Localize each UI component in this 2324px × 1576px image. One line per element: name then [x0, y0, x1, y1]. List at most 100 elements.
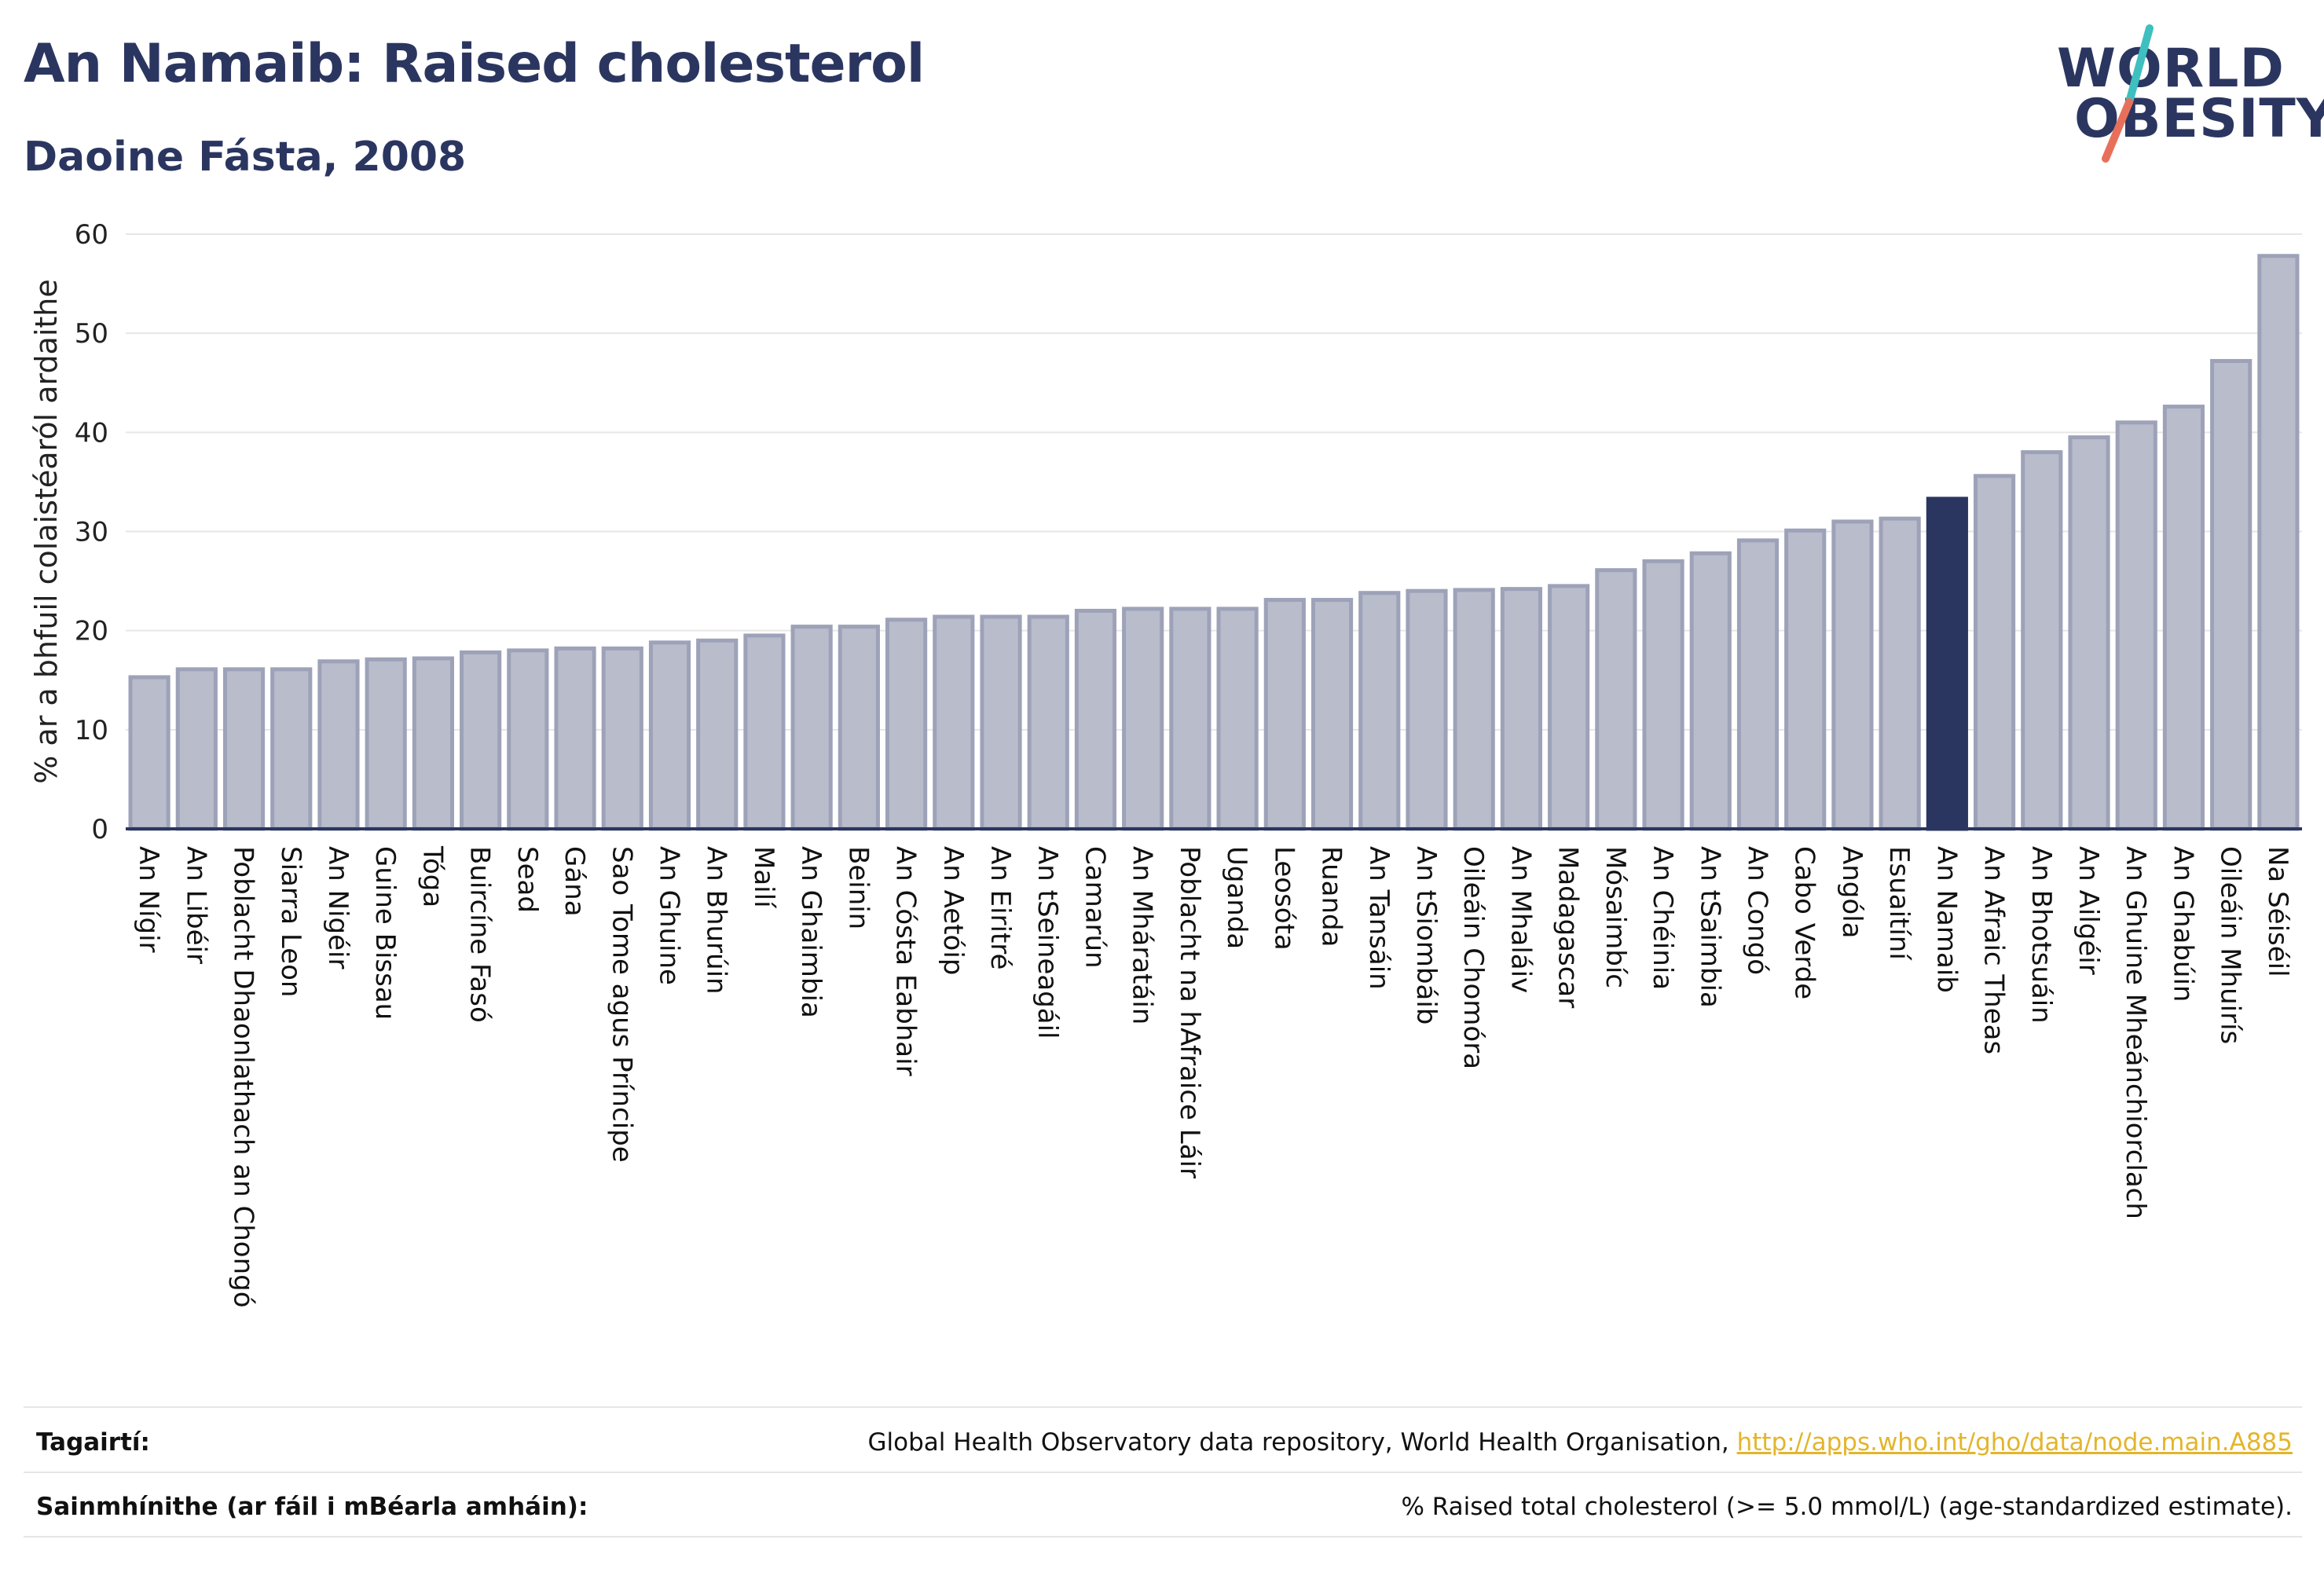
bar — [1642, 559, 1684, 831]
x-tick-label: An Eiritré — [984, 846, 1016, 969]
bar — [601, 646, 643, 831]
x-tick-label: Mailí — [748, 846, 779, 909]
bar — [1974, 474, 2016, 831]
x-tick-label: Tóga — [416, 845, 448, 907]
bar — [1689, 551, 1732, 831]
bar — [2021, 450, 2063, 831]
bar — [1879, 516, 1921, 831]
bar — [1358, 591, 1401, 831]
bar — [1074, 608, 1117, 831]
bar — [1406, 588, 1448, 831]
y-tick-label: 40 — [75, 417, 108, 449]
x-tick-label: An Congó — [1742, 846, 1773, 975]
x-tick-label: An Ghuine — [654, 846, 685, 985]
y-tick-label: 50 — [75, 318, 108, 350]
bar — [460, 650, 502, 831]
definitions-value: % Raised total cholesterol (>= 5.0 mmol/… — [1401, 1493, 2293, 1521]
bar — [1310, 598, 1354, 831]
bar — [175, 667, 218, 831]
references-value: Global Health Observatory data repositor… — [868, 1428, 2293, 1457]
y-tick-label: 30 — [75, 517, 108, 548]
footer-divider — [24, 1406, 2302, 1408]
x-tick-label: An Ghuine Mheánchiorclach — [2120, 846, 2151, 1219]
x-tick-label: An Mháratáin — [1127, 846, 1158, 1024]
x-tick-label: Uganda — [1221, 846, 1252, 949]
bar — [885, 618, 928, 831]
x-tick-label: Angóla — [1836, 846, 1868, 938]
bar — [2115, 420, 2157, 831]
bar — [1169, 607, 1211, 831]
x-tick-label: An Ghabúin — [2167, 846, 2198, 1002]
bar — [1784, 528, 1827, 831]
x-tick-label: Siarra Leon — [275, 846, 306, 997]
y-tick-label: 20 — [75, 616, 108, 647]
y-tick-label: 60 — [75, 219, 108, 251]
x-tick-label: An Bhurúin — [701, 846, 732, 995]
bar — [222, 667, 266, 831]
world-obesity-logo: WORLD OBESITY — [2043, 24, 2324, 165]
x-tick-label: Beinin — [842, 846, 874, 929]
references-link[interactable]: http://apps.who.int/gho/data/node.main.A… — [1736, 1428, 2293, 1457]
bar — [790, 625, 833, 831]
x-tick-label: Gána — [559, 846, 590, 917]
footer-divider — [24, 1472, 2302, 1473]
x-tick-label: An tSeineagáil — [1032, 846, 1063, 1039]
bar — [128, 675, 170, 831]
x-tick-label: Mósaimbíc — [1600, 846, 1631, 988]
x-tick-label: Leosóta — [1268, 846, 1299, 951]
x-tick-label: Ruanda — [1316, 846, 1347, 947]
bar — [365, 657, 407, 831]
references-label: Tagairtí: — [36, 1428, 150, 1457]
logo-text-world: WORLD — [2057, 38, 2285, 100]
bar — [412, 656, 455, 831]
x-tick-label: An Namaib — [1930, 846, 1962, 993]
x-tick-label: Oileáin Chomóra — [1457, 846, 1489, 1069]
x-tick-label: Na Séiséil — [2262, 846, 2293, 977]
x-tick-label: Camarún — [1079, 846, 1110, 969]
bar — [1595, 568, 1637, 831]
bar — [554, 646, 596, 831]
x-tick-label: An tSaimbia — [1694, 846, 1725, 1008]
bar — [743, 633, 786, 831]
bar — [1926, 497, 1968, 831]
bar — [1122, 607, 1164, 831]
x-tick-label: Poblacht na hAfraice Láir — [1174, 846, 1205, 1178]
footer-divider — [24, 1536, 2302, 1538]
x-tick-label: An Tansáin — [1363, 846, 1395, 990]
logo-slash-icon — [2102, 24, 2154, 163]
bar — [1548, 584, 1590, 831]
y-axis-label: % ar a bhfuil colaistéaról ardaithe — [29, 279, 64, 784]
bar — [2162, 405, 2205, 831]
bar — [648, 640, 691, 831]
x-tick-label: An Ailgéir — [2073, 846, 2104, 975]
bar — [2257, 254, 2300, 831]
chart-title: An Namaib: Raised cholesterol — [24, 33, 925, 95]
definitions-label: Sainmhínithe (ar fáil i mBéarla amháin): — [36, 1493, 588, 1521]
bar — [1736, 538, 1780, 831]
x-tick-label: An Aetóip — [937, 846, 969, 975]
x-tick-label: An Libéir — [180, 846, 211, 964]
y-tick-label: 0 — [91, 814, 108, 845]
bar — [2068, 435, 2110, 831]
bar — [1453, 588, 1495, 831]
bar — [933, 614, 975, 831]
bar — [1500, 587, 1542, 831]
x-tick-label: Poblacht Dhaonlathach an Chongó — [228, 846, 259, 1308]
x-tick-label: An tSiombáib — [1410, 846, 1442, 1024]
x-tick-label: An Ghaimbia — [795, 846, 827, 1018]
x-tick-label: Cabo Verde — [1789, 846, 1820, 999]
bar — [1263, 598, 1306, 831]
bar-chart: 0 10 20 30 40 50 60 % ar a bhfuil colaistéaról … — [29, 219, 2302, 1308]
bar — [696, 638, 739, 831]
bar — [1027, 614, 1069, 831]
bar — [270, 667, 313, 831]
bar — [980, 614, 1022, 831]
x-tick-label: Madagascar — [1552, 846, 1584, 1008]
x-tick-label: Guine Bissau — [369, 846, 401, 1020]
y-tick-label: 10 — [75, 715, 108, 746]
x-tick-label: An Mhaláiv — [1505, 846, 1536, 993]
x-tick-label: An Nígir — [133, 846, 164, 953]
x-tick-label: Sao Tome agus Príncipe — [606, 846, 637, 1163]
bar — [1831, 519, 1874, 831]
bar — [838, 625, 880, 831]
